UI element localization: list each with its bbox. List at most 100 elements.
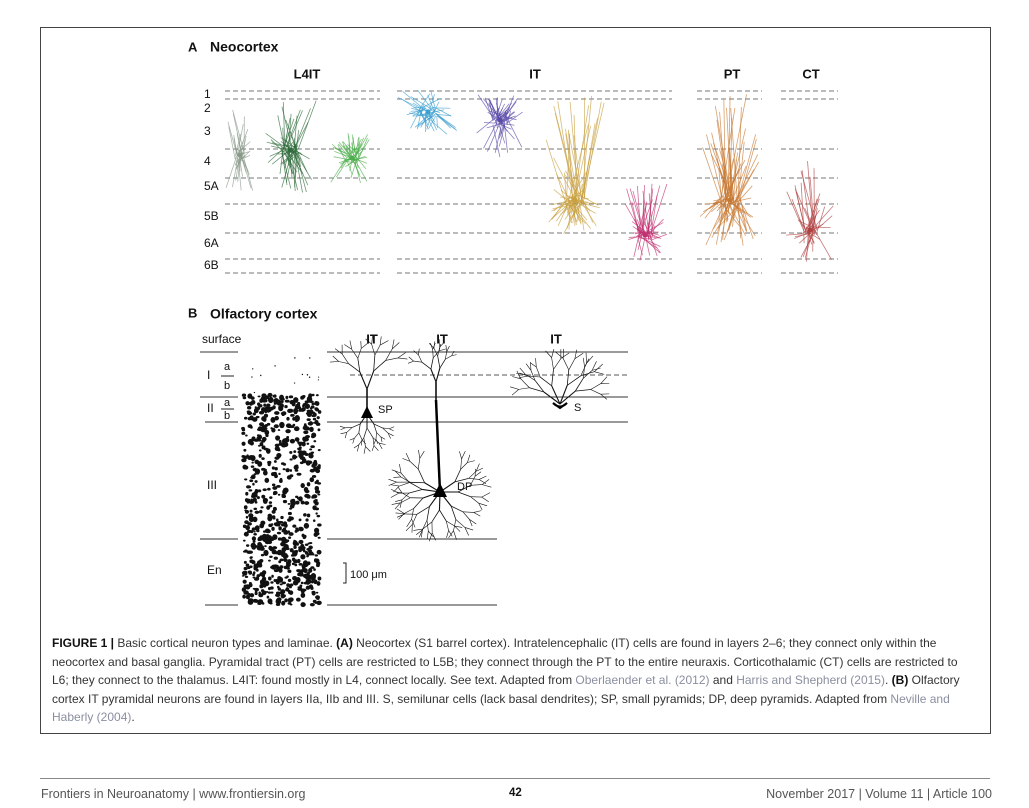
cell-body [249, 509, 253, 513]
dendrite [580, 371, 595, 376]
dendrite [372, 437, 380, 444]
panel-letter: B [188, 305, 197, 320]
cell-body [241, 454, 246, 458]
dendrite [584, 358, 590, 367]
dendrite [551, 385, 561, 405]
cell-body [304, 403, 311, 409]
dendrite [446, 345, 450, 352]
dendrite [591, 361, 597, 371]
cell-body [265, 529, 271, 534]
cell-label: DP [457, 481, 472, 493]
cell-body [292, 454, 297, 460]
cell-body [289, 458, 293, 461]
cell-body [272, 546, 278, 550]
sublayer-label: a [224, 361, 231, 373]
dendrite [431, 509, 440, 523]
neurite [794, 188, 807, 234]
cell-body [302, 534, 307, 539]
dendrite [453, 519, 457, 531]
neurite [504, 95, 515, 120]
cell-body [254, 459, 260, 465]
dendrite [518, 387, 530, 390]
sublayer-label: b [224, 380, 230, 392]
dendrite [352, 438, 355, 444]
neurite [494, 121, 503, 153]
dendrite [545, 350, 552, 358]
cell-body [249, 479, 254, 483]
cell-body [289, 504, 295, 509]
dendrite [363, 427, 368, 438]
dendrite [394, 470, 402, 478]
column-header: IT [550, 331, 562, 346]
cell-body [294, 415, 300, 422]
dendrite [397, 352, 406, 359]
column-header: IT [436, 331, 448, 346]
dendrite [394, 502, 401, 510]
cell-body [296, 529, 300, 532]
cell-body [242, 594, 246, 599]
cell-label: SP [378, 404, 393, 416]
dendrite [529, 387, 545, 393]
dendrite [530, 370, 536, 381]
footer-issue: November 2017 | Volume 11 | Article 100 [766, 787, 992, 801]
neurite [703, 198, 726, 212]
dendrite [411, 508, 414, 520]
cell-body [307, 549, 312, 553]
cell-body [261, 398, 267, 403]
dendrite [416, 506, 430, 515]
reference-link[interactable]: Neville and Haberly (2004) [52, 691, 950, 725]
dendrite [482, 484, 492, 488]
neurite [705, 200, 727, 246]
dendrite [520, 378, 530, 388]
neurite [334, 151, 350, 158]
dendrite [338, 361, 349, 365]
dendrite [334, 348, 343, 355]
cell-body [311, 495, 315, 499]
cell-body [241, 441, 246, 446]
cell-body [248, 489, 253, 492]
dendrite [388, 481, 397, 486]
neurite [805, 226, 808, 230]
cell-body [274, 466, 278, 471]
cell-body [246, 454, 249, 458]
reference-link[interactable]: Harris and Shepherd (2015) [736, 673, 885, 687]
neurite [295, 153, 307, 193]
cell-body [271, 526, 275, 531]
cell-body [283, 523, 288, 528]
dendrite [363, 446, 366, 454]
dendrite [568, 358, 576, 371]
dendrite [445, 355, 452, 360]
reference-link[interactable]: Oberlaender et al. (2012) [575, 673, 710, 687]
cell-body [317, 523, 322, 527]
neurite [434, 107, 452, 117]
cell-body [316, 581, 321, 586]
cell-body [309, 477, 315, 483]
cell-body [304, 501, 310, 505]
layer-label: 5A [204, 179, 219, 193]
dendrite [510, 386, 519, 390]
cell-body [248, 582, 252, 585]
neurite [279, 152, 284, 175]
cell-body [305, 518, 309, 522]
dendrite [446, 520, 455, 527]
neurite [285, 150, 304, 175]
dendrite [374, 344, 381, 356]
cell-body [253, 407, 259, 414]
neurite [495, 99, 503, 118]
cell-body [317, 493, 321, 496]
cell-body [255, 568, 259, 572]
cell-body [294, 455, 298, 459]
dendrite [582, 357, 585, 367]
dendrite [380, 436, 386, 440]
dendrite [388, 478, 397, 483]
dendrite [467, 454, 471, 463]
dendrite [454, 525, 463, 528]
dendrite [392, 342, 400, 350]
dendrite [473, 512, 481, 517]
cell-body [258, 591, 261, 595]
dendrite [512, 376, 522, 380]
cell-body [260, 589, 265, 593]
neurite [350, 159, 358, 179]
neurite [498, 121, 506, 137]
